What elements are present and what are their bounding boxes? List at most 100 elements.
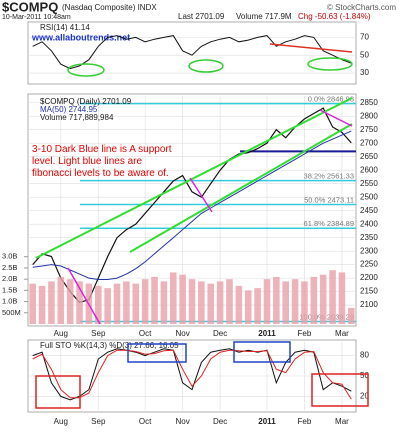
highlight (233, 341, 291, 363)
volume-bar (57, 276, 65, 324)
volume-bar (291, 279, 299, 324)
x-tick-label: Oct (139, 329, 152, 338)
x-tick-label: Aug (54, 417, 68, 426)
y-tick-label: 2250 (360, 260, 378, 269)
volume-bar (151, 276, 158, 324)
volume-bar (169, 272, 177, 324)
volume-bar (123, 281, 130, 324)
index-name: (Nasdaq Composite) INDX (62, 3, 157, 12)
volume: Volume 717.9M (236, 12, 292, 21)
symbol: $COMPQ (2, 0, 58, 14)
legend-entry: MA(50) 2744.95 (40, 105, 98, 114)
volume-bar (38, 285, 46, 324)
x-tick-label: 2011 (258, 329, 276, 338)
highlight (67, 63, 105, 77)
volume-bar (301, 281, 308, 324)
volume-bar (329, 270, 336, 324)
x-tick-label: Mar (335, 417, 349, 426)
y-tick-label: 50 (360, 50, 369, 59)
x-tick-label: Nov (176, 417, 190, 426)
y-tick-label: 500M (2, 308, 21, 317)
date: 10-Mar-2011 10:48am (2, 14, 71, 21)
y-tick-label: 1.0B (2, 297, 17, 306)
y-tick-label: 2400 (360, 219, 378, 228)
highlight (127, 343, 187, 363)
volume-bar (188, 279, 196, 324)
series-line (32, 349, 352, 400)
volume-bar (235, 285, 243, 324)
volume-bar (113, 283, 121, 324)
x-tick-label: Dec (213, 329, 227, 338)
series-line (32, 348, 352, 401)
fib-label: 38.2% 2561.33 (304, 172, 354, 181)
volume-bar (226, 279, 233, 324)
volume-bar (179, 274, 186, 324)
volume-bar (76, 281, 83, 324)
volume-bar (132, 283, 140, 324)
highlight (307, 57, 353, 71)
volume-bar (66, 279, 74, 324)
volume-bar (338, 272, 346, 324)
highlight (311, 373, 369, 407)
trend-line (189, 177, 213, 213)
x-tick-label: Sep (91, 329, 106, 338)
trend-line (269, 43, 353, 53)
x-tick-label: 2011 (258, 417, 276, 426)
x-tick-label: Oct (139, 417, 152, 426)
panel-title: RSI(14) 41.14 (40, 23, 90, 32)
legend-entry: Volume 717,889,984 (40, 113, 114, 122)
volume-bar (244, 290, 252, 324)
volume-bar (48, 281, 55, 324)
x-tick-label: Mar (335, 329, 349, 338)
volume-bar (310, 276, 318, 324)
x-tick-label: Feb (298, 329, 312, 338)
volume-bar (141, 279, 149, 324)
fib-label: 61.8% 2384.89 (304, 219, 354, 228)
volume-bar (282, 281, 289, 324)
y-tick-label: 50 (360, 371, 369, 380)
y-tick-label: 2550 (360, 179, 378, 188)
change: Chg -50.63 (-1.84%) (298, 12, 371, 21)
y-tick-label: 2850 (360, 98, 378, 107)
series-line (32, 35, 352, 70)
volume-bar (160, 281, 168, 324)
highlight (35, 375, 81, 409)
y-tick-label: 1.5B (2, 285, 17, 294)
volume-bar (273, 276, 280, 324)
y-tick-label: 2150 (360, 287, 378, 296)
fib-label: 0.0% 2846.93 (308, 95, 354, 104)
y-tick-label: 80 (360, 351, 369, 360)
x-tick-label: Feb (298, 417, 312, 426)
y-tick-label: 2300 (360, 246, 378, 255)
y-tick-label: 20 (360, 392, 369, 401)
last: Last 2701.09 (178, 12, 225, 21)
y-tick-label: 70 (360, 32, 369, 41)
volume-bar (207, 283, 215, 324)
legend-entry: $COMPQ (Daily) 2701.09 (40, 97, 132, 106)
volume-bar (319, 274, 327, 324)
x-tick-label: Aug (54, 329, 68, 338)
volume-bar (348, 307, 355, 324)
x-tick-label: Sep (91, 417, 106, 426)
y-tick-label: 2.0B (2, 274, 17, 283)
y-tick-label: 2600 (360, 165, 378, 174)
trend-line (67, 267, 101, 325)
trend-line (129, 123, 353, 253)
y-tick-label: 2700 (360, 138, 378, 147)
y-tick-label: 30 (360, 68, 369, 77)
y-tick-label: 2500 (360, 192, 378, 201)
y-tick-label: 2100 (360, 300, 378, 309)
volume-bar (104, 288, 111, 324)
y-tick-label: 2.5B (2, 263, 17, 272)
trend-line (35, 97, 353, 259)
y-tick-label: 3.0B (2, 252, 17, 261)
trend-line (319, 109, 353, 127)
panel-title: Full STO %K(14,3) %D(3) 27.66, 16.05 (40, 341, 179, 350)
fib-label: 50.0% 2473.11 (304, 195, 354, 204)
volume-bar (198, 281, 205, 324)
annotation-box: 3-10 Dark Blue line is A support level. … (32, 144, 172, 179)
volume-bar (216, 281, 224, 324)
source: © StockCharts.com (327, 3, 396, 12)
panel-subtitle: www.allaboutrends.net (31, 32, 130, 42)
